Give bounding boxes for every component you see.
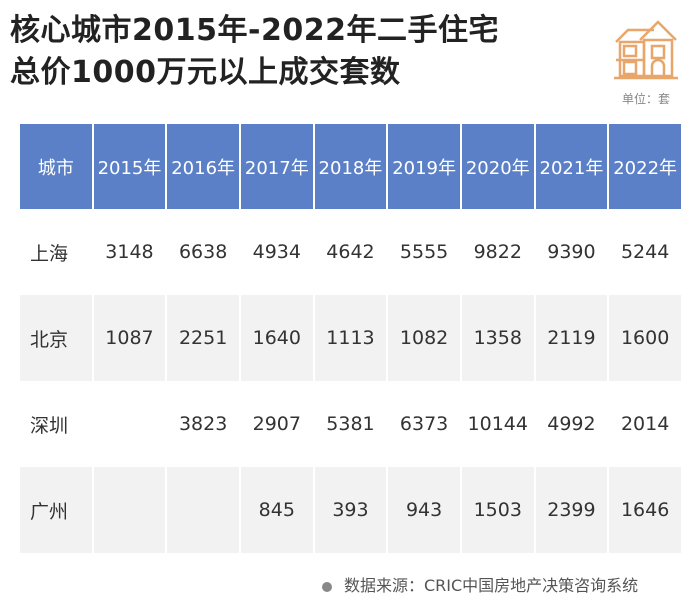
column-header: 2022年 xyxy=(609,124,681,209)
source-note: 数据来源：CRIC中国房地产决策咨询系统 xyxy=(322,572,638,596)
table-cell: 10144 xyxy=(467,413,528,435)
unit-label: 单位：套 xyxy=(622,92,671,106)
table-row: 上海 3148 6638 4934 4642 5555 9822 9390 5244 xyxy=(20,209,681,295)
table-cell: 1113 xyxy=(314,295,387,381)
table-cell: 2907 xyxy=(252,413,301,435)
table-cell: 393 xyxy=(314,467,387,553)
city-cell: 上海 xyxy=(30,242,69,265)
column-header: 城市 xyxy=(20,124,92,209)
table-cell: 845 xyxy=(240,467,313,553)
column-header: 2019年 xyxy=(388,124,460,209)
city-cell: 广州 xyxy=(20,467,92,553)
column-header: 2020年 xyxy=(461,124,534,209)
table-row: 北京 1087 2251 1640 1113 1082 1358 2119 1600 xyxy=(20,295,681,381)
table-cell: 2119 xyxy=(535,295,608,381)
table-cell: 9390 xyxy=(547,241,596,263)
table-cell: 1600 xyxy=(609,295,681,381)
table-cell: 1646 xyxy=(609,467,681,553)
table-cell: 943 xyxy=(388,467,460,553)
table-cell: 1503 xyxy=(461,467,534,553)
table-cell: 3148 xyxy=(105,241,154,263)
column-header: 2016年 xyxy=(167,124,239,209)
table-cell: 5555 xyxy=(399,241,449,263)
header-row: 城市 2015年 2016年 2017年 2018年 2019年 2020年 2021年 202… xyxy=(20,124,681,209)
table-cell: 1358 xyxy=(461,295,534,381)
table-cell xyxy=(94,381,166,467)
table-cell: 3823 xyxy=(178,413,228,435)
title-line-2: 总价1000万元以上成交套数 xyxy=(10,55,401,90)
column-header: 2017年 xyxy=(240,124,313,209)
table-cell xyxy=(167,467,239,553)
table-cell: 9822 xyxy=(473,241,522,263)
table-cell: 4992 xyxy=(547,413,596,435)
title-line-1: 核心城市2015年-2022年二手住宅 xyxy=(10,13,499,48)
table-cell: 2014 xyxy=(620,413,670,435)
table-cell: 1640 xyxy=(240,295,313,381)
city-cell: 北京 xyxy=(20,295,92,381)
table-row: 深圳 3823 2907 5381 6373 10144 4992 2014 xyxy=(20,381,681,467)
source-text: 数据来源：CRIC中国房地产决策咨询系统 xyxy=(344,576,639,595)
table-cell: 6638 xyxy=(178,241,228,263)
table-cell: 5244 xyxy=(620,241,670,263)
page-title: 核心城市2015年-2022年二手住宅 总价1000万元以上成交套数 xyxy=(10,10,499,94)
city-cell: 深圳 xyxy=(30,414,69,437)
column-header: 2015年 xyxy=(93,124,166,209)
table-cell: 5381 xyxy=(326,413,375,435)
table-row: 广州 845 393 943 1503 2399 1646 xyxy=(20,467,681,553)
house-icon xyxy=(614,20,678,80)
column-header: 2018年 xyxy=(314,124,387,209)
column-header: 2021年 xyxy=(535,124,608,209)
table-cell: 2399 xyxy=(535,467,608,553)
table-cell: 1087 xyxy=(93,295,166,381)
data-table: 城市 2015年 2016年 2017年 2018年 2019年 2020年 2021年 202… xyxy=(18,124,683,553)
table-cell: 4934 xyxy=(252,241,301,263)
table-cell: 6373 xyxy=(399,413,449,435)
bullet-icon xyxy=(322,581,332,592)
table-cell: 1082 xyxy=(388,295,460,381)
table-cell: 4642 xyxy=(326,241,375,263)
table-cell xyxy=(93,467,166,553)
table-cell: 2251 xyxy=(167,295,239,381)
